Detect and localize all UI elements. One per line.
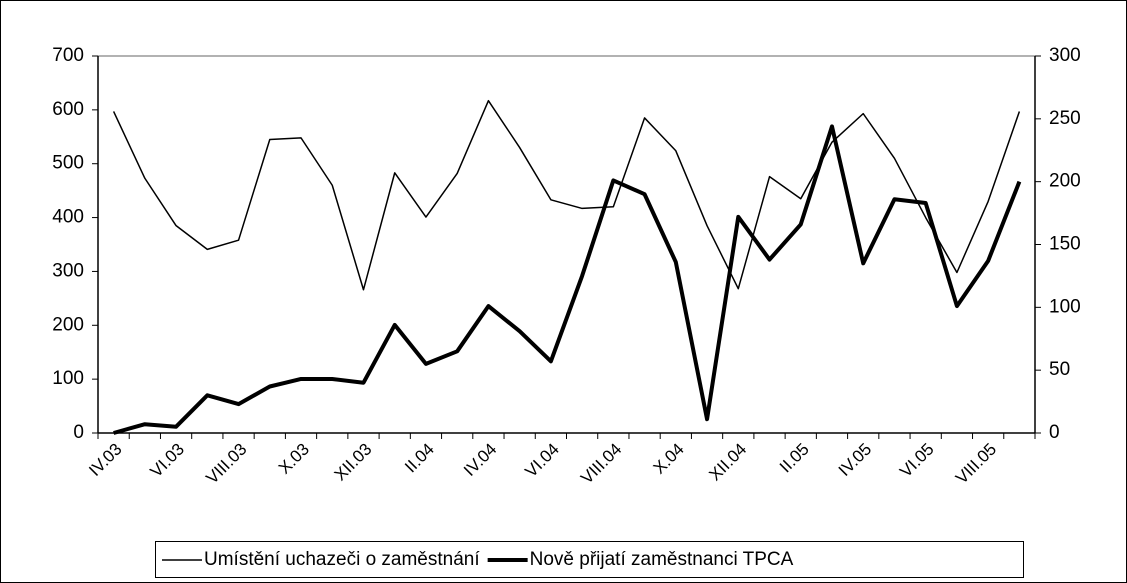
y-tick-label: 300 (52, 260, 84, 281)
y-tick-label: 600 (52, 99, 84, 120)
legend-label: Umístění uchazeči o zaměstnání (204, 549, 480, 570)
legend-label: Nově přijatí zaměstnanci TPCA (530, 549, 794, 570)
y2-tick-label: 150 (1049, 234, 1081, 255)
y-tick-label: 0 (73, 422, 84, 443)
y2-tick-label: 200 (1049, 171, 1081, 192)
y2-tick-label: 0 (1049, 422, 1060, 443)
y-tick-label: 500 (52, 153, 84, 174)
y-tick-label: 700 (52, 45, 84, 66)
legend-box (155, 541, 1024, 578)
y2-tick-label: 50 (1049, 359, 1070, 380)
y2-tick-label: 300 (1049, 45, 1081, 66)
y-tick-label: 100 (52, 368, 84, 389)
series-line (113, 124, 1022, 435)
y2-tick-label: 250 (1049, 108, 1081, 129)
y-tick-label: 400 (52, 207, 84, 228)
series-line (112, 99, 1021, 291)
y-tick-label: 200 (52, 314, 84, 335)
y2-tick-label: 100 (1049, 296, 1081, 317)
